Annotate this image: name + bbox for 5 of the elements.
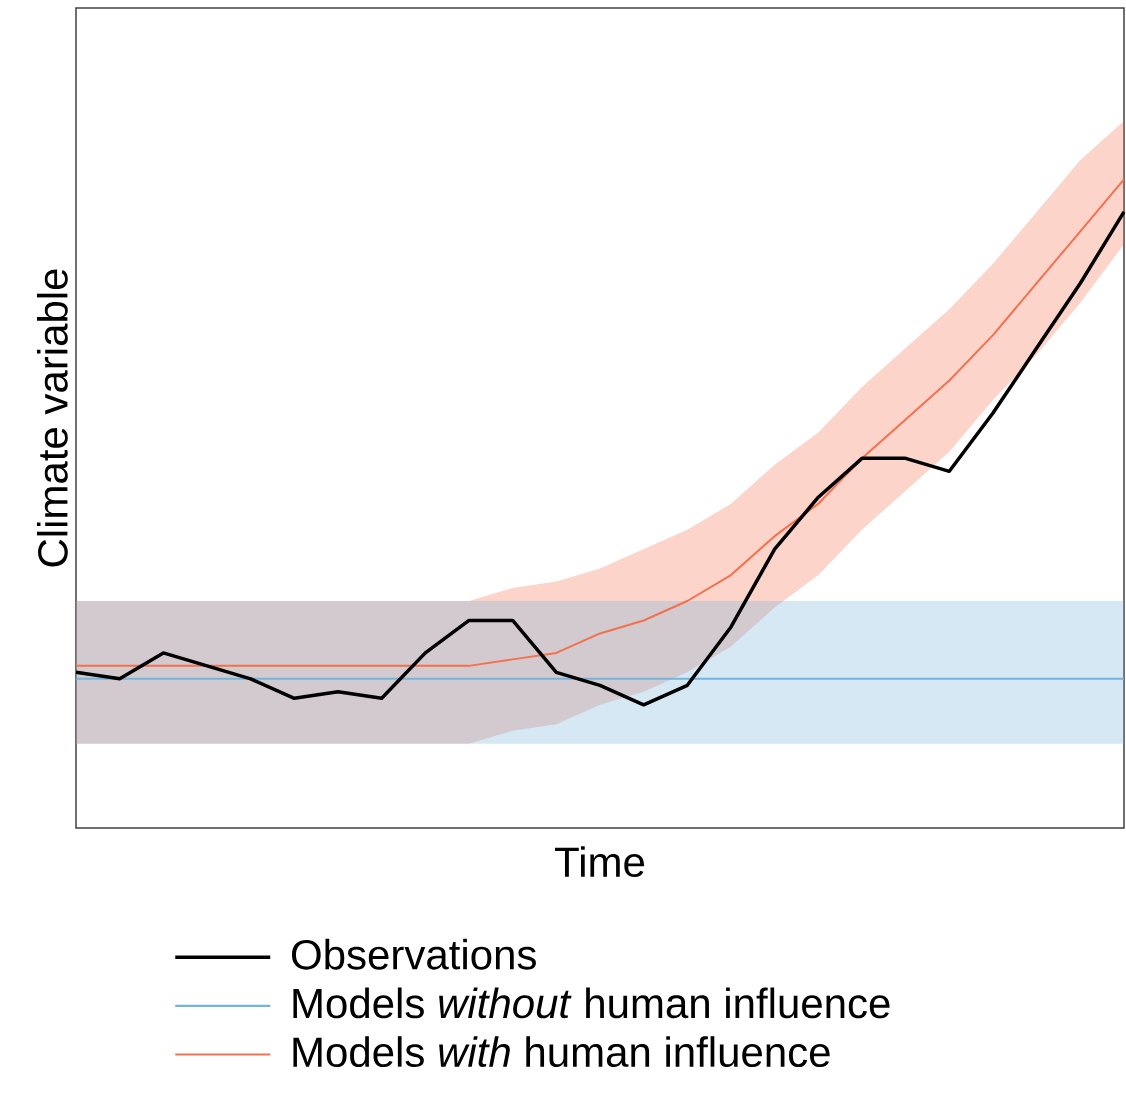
legend-label: Models with human influence <box>293 1036 830 1068</box>
legend-label: Models without human influence <box>293 987 890 1019</box>
y-axis-title: Climate variable <box>36 269 68 567</box>
x-axis-title: Time <box>555 846 645 878</box>
legend-label: Observations <box>291 938 536 970</box>
